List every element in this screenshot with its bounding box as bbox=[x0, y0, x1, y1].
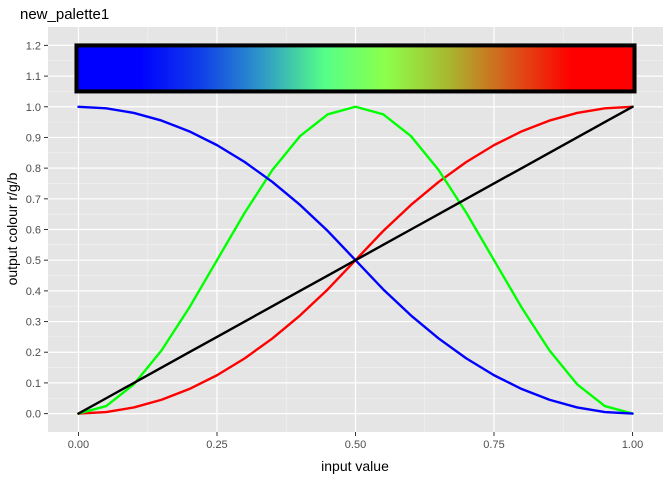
colorbar-group bbox=[74, 43, 637, 94]
colorbar-gradient bbox=[78, 47, 633, 90]
y-tick-label: 0.6 bbox=[26, 225, 41, 237]
y-tick-label: 0.2 bbox=[26, 347, 41, 359]
y-tick-label: 0.0 bbox=[26, 409, 41, 421]
x-axis-title: input value bbox=[321, 458, 389, 474]
y-tick-label: 1.0 bbox=[26, 102, 41, 114]
y-tick-label: 0.3 bbox=[26, 317, 41, 329]
x-tick-label: 0.25 bbox=[206, 439, 227, 451]
y-tick-label: 1.2 bbox=[26, 40, 41, 52]
x-axis-ticks: 0.00 0.25 0.50 0.75 1.00 bbox=[68, 432, 643, 451]
x-tick-label: 0.00 bbox=[68, 439, 89, 451]
y-tick-label: 0.5 bbox=[26, 255, 41, 267]
x-tick-label: 0.50 bbox=[345, 439, 366, 451]
series-line-2 bbox=[77, 105, 634, 415]
y-tick-label: 0.9 bbox=[26, 132, 41, 144]
series-group bbox=[77, 105, 634, 415]
y-axis-title: output colour r/g/b bbox=[4, 172, 20, 285]
series-line-4 bbox=[77, 105, 634, 415]
y-tick-label: 0.7 bbox=[26, 194, 41, 206]
y-tick-label: 0.1 bbox=[26, 378, 41, 390]
chart-title: new_palette1 bbox=[20, 6, 109, 23]
x-tick-label: 1.00 bbox=[622, 439, 643, 451]
y-tick-label: 0.4 bbox=[26, 286, 41, 298]
y-tick-label: 1.1 bbox=[26, 71, 41, 83]
y-tick-label: 0.8 bbox=[26, 163, 41, 175]
x-tick-label: 0.75 bbox=[483, 439, 504, 451]
y-axis-ticks: 0.0 0.1 0.2 0.3 0.4 0.5 0.6 0.7 0.8 0.9 1.0 1.1 1.2 bbox=[26, 40, 48, 421]
